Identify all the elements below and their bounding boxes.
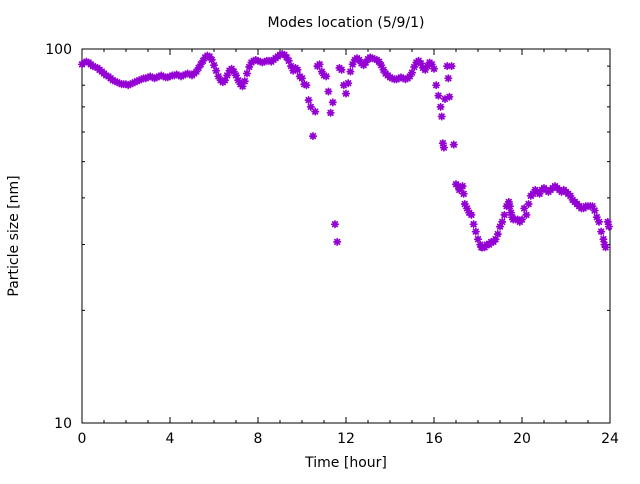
x-tick-label: 24 xyxy=(601,431,619,447)
axis-frame-path xyxy=(81,48,611,424)
x-tick-label: 4 xyxy=(166,431,175,447)
x-tick-label: 8 xyxy=(254,431,263,447)
x-tick-label: 20 xyxy=(513,431,531,447)
chart-title: Modes location (5/9/1) xyxy=(268,15,425,31)
scatter-asterisk-markers xyxy=(77,49,613,252)
tick-labels: 0 4 8 12 16 20 24 10 100 xyxy=(45,42,619,447)
y-tick-label: 100 xyxy=(45,42,72,58)
x-tick-label: 0 xyxy=(78,431,87,447)
x-tick-label: 12 xyxy=(337,431,355,447)
data-points xyxy=(77,49,613,252)
x-tick-label: 16 xyxy=(425,431,443,447)
y-tick-label: 10 xyxy=(54,416,72,432)
y-axis-label: Particle size [nm] xyxy=(6,175,22,296)
x-axis-label: Time [hour] xyxy=(304,455,387,471)
axes-frame xyxy=(81,48,611,424)
